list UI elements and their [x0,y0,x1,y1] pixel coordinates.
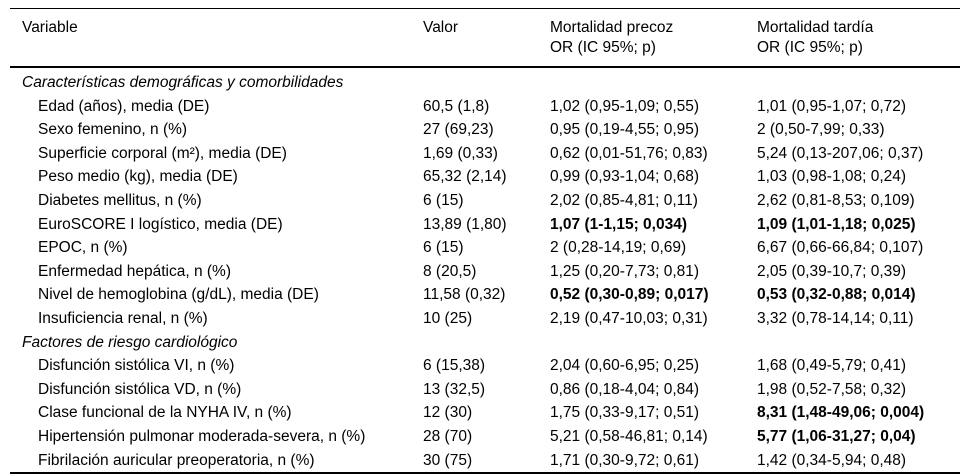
row-valor: 60,5 (1,8) [423,97,490,115]
table-row: Enfermedad hepática, n (%) 8 (20,5) 1,25 (… [10,260,960,284]
row-variable: Edad (años), media (DE) [38,97,210,115]
row-mortalidad-precoz: 0,95 (0,19-4,55; 0,95) [550,121,700,139]
section-header-row: Factores de riesgo cardiológico [10,331,960,355]
section-header-row: Características demográficas y comorbili… [10,67,960,95]
row-mortalidad-tardia: 1,01 (0,95-1,07; 0,72) [757,97,907,115]
table-row: Peso medio (kg), media (DE) 65,32 (2,14) 0… [10,165,960,189]
column-header-variable: Variable [10,8,423,68]
row-variable: Diabetes mellitus, n (%) [38,191,202,209]
row-mortalidad-precoz: 1,02 (0,95-1,09; 0,55) [550,97,700,115]
column-header-tardia-line2: OR (IC 95%; p) [757,39,863,56]
table-row: EPOC, n (%) 6 (15) 2 (0,28-14,19; 0,69) 6,6… [10,236,960,260]
table-row: Fibrilación auricular preoperatoria, n (… [10,449,960,474]
row-valor: 65,32 (2,14) [423,168,507,186]
table-row: EuroSCORE I logístico, media (DE) 13,89 (… [10,213,960,237]
row-variable: Nivel de hemoglobina (g/dL), media (DE) [38,286,319,304]
section-title: Características demográficas y comorbili… [22,74,344,91]
row-mortalidad-precoz: 0,52 (0,30-0,89; 0,017) [550,286,709,304]
table-row: Superficie corporal (m²), media (DE) 1,69… [10,142,960,166]
row-mortalidad-tardia: 6,67 (0,66-66,84; 0,107) [757,239,924,257]
column-header-precoz-line1: Mortalidad precoz [550,19,674,36]
row-mortalidad-tardia: 2,05 (0,39-10,7; 0,39) [757,262,907,280]
row-valor: 28 (70) [423,427,473,445]
row-variable: Disfunción sistólica VI, n (%) [38,357,235,375]
row-variable: Peso medio (kg), media (DE) [38,168,238,186]
table-row: Nivel de hemoglobina (g/dL), media (DE) 1… [10,283,960,307]
column-header-mortalidad-tardia: Mortalidad tardía OR (IC 95%; p) [757,8,960,68]
column-header-tardia-line1: Mortalidad tardía [757,19,874,36]
row-mortalidad-precoz: 2 (0,28-14,19; 0,69) [550,239,687,257]
table-header: Variable Valor Mortalidad precoz OR (IC … [10,8,960,68]
row-mortalidad-precoz: 1,71 (0,30-9,72; 0,61) [550,451,700,469]
row-mortalidad-precoz: 0,99 (0,93-1,04; 0,68) [550,168,700,186]
row-variable: EPOC, n (%) [38,239,128,257]
row-variable: Enfermedad hepática, n (%) [38,262,231,280]
table-row: Edad (años), media (DE) 60,5 (1,8) 1,02 (0… [10,95,960,119]
row-mortalidad-precoz: 2,04 (0,60-6,95; 0,25) [550,357,700,375]
column-header-mortalidad-precoz: Mortalidad precoz OR (IC 95%; p) [550,8,757,68]
column-header-variable-label: Variable [22,19,78,36]
row-mortalidad-tardia: 2,62 (0,81-8,53; 0,109) [757,191,915,209]
table-row: Disfunción sistólica VI, n (%) 6 (15,38) 2… [10,354,960,378]
row-mortalidad-precoz: 2,02 (0,85-4,81; 0,11) [550,191,698,209]
row-mortalidad-precoz: 0,62 (0,01-51,76; 0,83) [550,144,708,162]
table-row: Diabetes mellitus, n (%) 6 (15) 2,02 (0,85… [10,189,960,213]
section-title: Factores de riesgo cardiológico [22,333,238,351]
row-variable: Insuficiencia renal, n (%) [38,309,208,327]
row-valor: 12 (30) [423,404,473,422]
mortality-stats-table: Variable Valor Mortalidad precoz OR (IC … [10,8,960,475]
row-valor: 6 (15) [423,191,464,209]
row-mortalidad-precoz: 1,25 (0,20-7,73; 0,81) [550,262,700,280]
row-mortalidad-tardia: 8,31 (1,48-49,06; 0,004) [757,404,925,422]
row-variable: Disfunción sistólica VD, n (%) [38,380,242,398]
row-valor: 27 (69,23) [423,121,494,139]
row-variable: Fibrilación auricular preoperatoria, n (… [38,451,315,469]
table-row: Hipertensión pulmonar moderada-severa, n… [10,425,960,449]
table-body: Características demográficas y comorbili… [10,67,960,473]
row-mortalidad-tardia: 1,98 (0,52-7,58; 0,32) [757,380,907,398]
row-mortalidad-precoz: 2,19 (0,47-10,03; 0,31) [550,309,708,327]
table-row: Insuficiencia renal, n (%) 10 (25) 2,19 (0… [10,307,960,331]
row-variable: Hipertensión pulmonar moderada-severa, n… [38,427,366,445]
row-mortalidad-tardia: 3,32 (0,78-14,14; 0,11) [757,309,914,327]
row-mortalidad-precoz: 1,75 (0,33-9,17; 0,51) [550,404,700,422]
header-row: Variable Valor Mortalidad precoz OR (IC … [10,8,960,68]
row-variable: EuroSCORE I logístico, media (DE) [38,215,283,233]
row-valor: 6 (15) [423,239,464,257]
row-mortalidad-tardia: 5,77 (1,06-31,27; 0,04) [757,427,916,445]
row-mortalidad-tardia: 5,24 (0,13-207,06; 0,37) [757,144,924,162]
table-row: Sexo femenino, n (%) 27 (69,23) 0,95 (0,19… [10,118,960,142]
row-variable: Superficie corporal (m²), media (DE) [38,144,287,162]
row-mortalidad-tardia: 1,09 (1,01-1,18; 0,025) [757,215,916,233]
column-header-valor: Valor [423,8,550,68]
row-variable: Sexo femenino, n (%) [38,121,188,139]
row-valor: 11,58 (0,32) [423,286,506,304]
row-mortalidad-precoz: 0,86 (0,18-4,04; 0,84) [550,380,700,398]
column-header-valor-label: Valor [423,19,459,36]
row-valor: 30 (75) [423,451,473,469]
row-valor: 13 (32,5) [423,380,486,398]
row-variable: Clase funcional de la NYHA IV, n (%) [38,404,292,422]
row-valor: 6 (15,38) [423,357,486,375]
row-mortalidad-tardia: 1,68 (0,49-5,79; 0,41) [757,357,907,375]
row-valor: 10 (25) [423,309,473,327]
row-mortalidad-precoz: 5,21 (0,58-46,81; 0,14) [550,427,708,445]
row-valor: 13,89 (1,80) [423,215,507,233]
row-valor: 1,69 (0,33) [423,144,498,162]
row-mortalidad-tardia: 2 (0,50-7,99; 0,33) [757,121,885,139]
row-mortalidad-tardia: 0,53 (0,32-0,88; 0,014) [757,286,916,304]
row-mortalidad-tardia: 1,03 (0,98-1,08; 0,24) [757,168,907,186]
mortality-table-container: Variable Valor Mortalidad precoz OR (IC … [10,8,960,475]
row-mortalidad-precoz: 1,07 (1-1,15; 0,034) [550,215,688,233]
row-valor: 8 (20,5) [423,262,477,280]
row-mortalidad-tardia: 1,42 (0,34-5,94; 0,48) [757,451,907,469]
table-row: Clase funcional de la NYHA IV, n (%) 12 (… [10,401,960,425]
column-header-precoz-line2: OR (IC 95%; p) [550,39,656,56]
table-row: Disfunción sistólica VD, n (%) 13 (32,5) 0… [10,378,960,402]
